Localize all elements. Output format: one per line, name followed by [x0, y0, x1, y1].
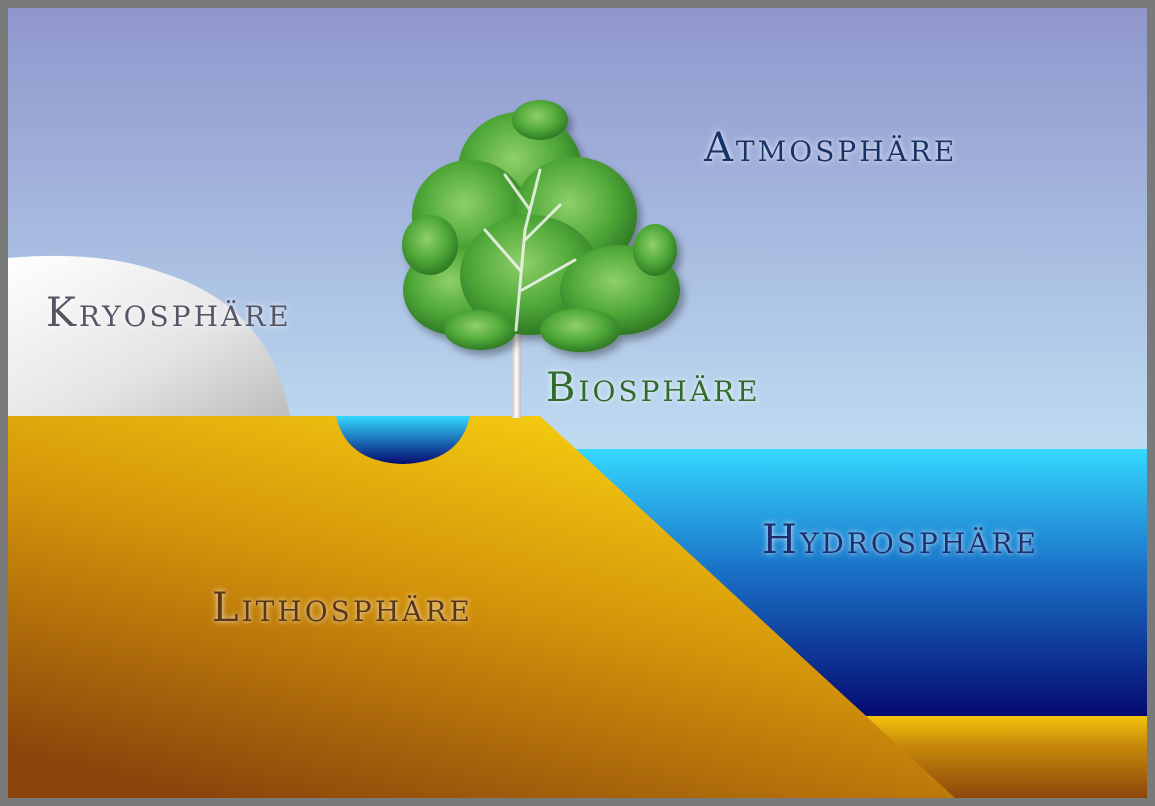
- seabed: [866, 716, 1147, 798]
- label-hydrosphere: Hydrosphäre: [762, 517, 1039, 563]
- label-atmosphere: Atmosphäre: [703, 125, 957, 171]
- ice-dome: [8, 255, 290, 416]
- label-cryosphere: Kryosphäre: [46, 290, 292, 336]
- land-mass: [8, 416, 955, 798]
- tree: [402, 100, 680, 418]
- label-biosphere: Biosphäre: [546, 365, 761, 411]
- ocean-water: [570, 449, 1147, 716]
- tree-crown: [402, 100, 680, 352]
- lake: [336, 416, 470, 464]
- label-lithosphere: Lithosphäre: [212, 585, 473, 631]
- tree-trunk: [512, 300, 521, 418]
